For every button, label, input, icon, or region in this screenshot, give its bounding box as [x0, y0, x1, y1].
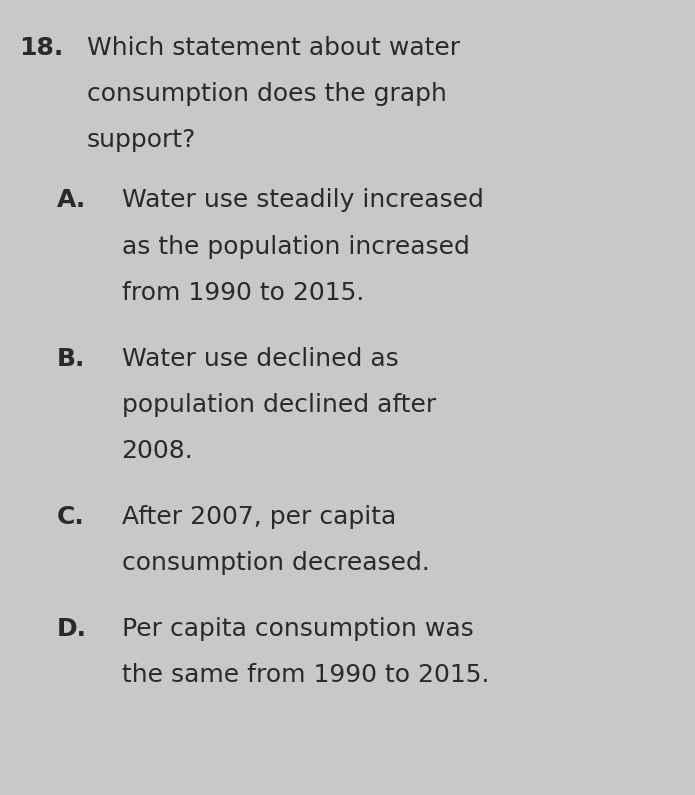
Text: Per capita consumption was: Per capita consumption was [122, 617, 473, 641]
Text: support?: support? [87, 128, 196, 152]
Text: B.: B. [57, 347, 85, 370]
Text: the same from 1990 to 2015.: the same from 1990 to 2015. [122, 663, 489, 687]
Text: consumption decreased.: consumption decreased. [122, 551, 430, 575]
Text: A.: A. [57, 188, 86, 212]
Text: D.: D. [57, 617, 87, 641]
Text: After 2007, per capita: After 2007, per capita [122, 505, 396, 529]
Text: Which statement about water: Which statement about water [87, 36, 460, 60]
Text: population declined after: population declined after [122, 393, 436, 417]
Text: from 1990 to 2015.: from 1990 to 2015. [122, 281, 364, 304]
Text: as the population increased: as the population increased [122, 235, 470, 258]
Text: 18.: 18. [19, 36, 64, 60]
Text: Water use steadily increased: Water use steadily increased [122, 188, 484, 212]
Text: C.: C. [57, 505, 85, 529]
Text: 2008.: 2008. [122, 439, 193, 463]
Text: consumption does the graph: consumption does the graph [87, 82, 447, 106]
Text: Water use declined as: Water use declined as [122, 347, 398, 370]
